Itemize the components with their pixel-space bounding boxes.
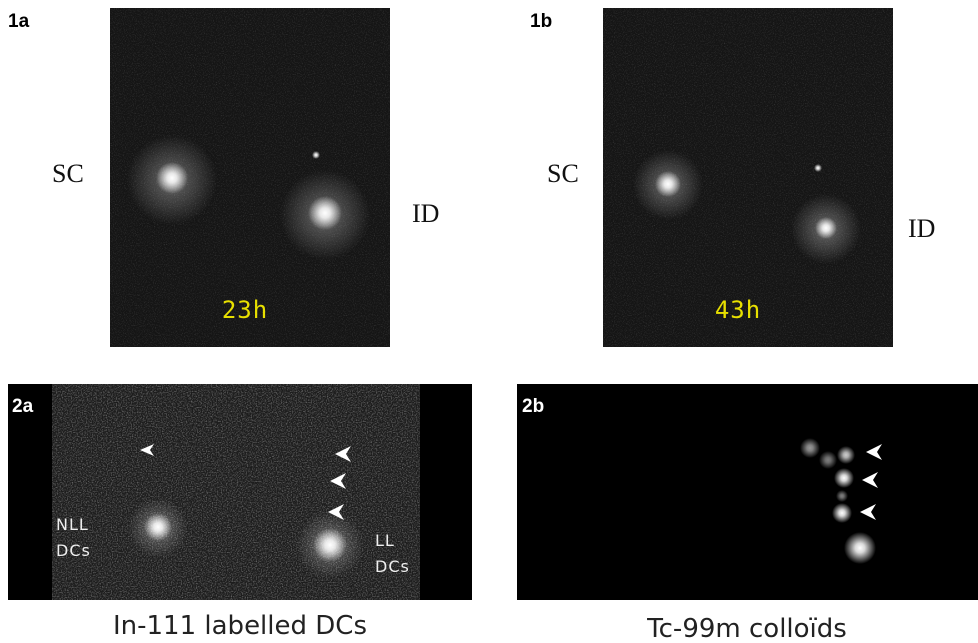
hotspot [312, 151, 320, 159]
site-label: NLL [56, 515, 89, 534]
hotspot [144, 513, 172, 541]
hotspot [815, 217, 837, 239]
site-label: DCs [56, 541, 91, 560]
hotspot [832, 503, 852, 523]
site-label: LL [375, 531, 395, 550]
hotspot [313, 528, 347, 562]
hotspot [837, 446, 855, 464]
time-label: 23h [222, 296, 268, 324]
hotspot [655, 171, 681, 197]
site-label: ID [412, 199, 439, 228]
panel-label: 2b [522, 396, 544, 417]
panel-2a: 2a NLL DCs LL DCs [8, 384, 472, 600]
hotspot [836, 490, 848, 502]
site-label: SC [547, 159, 579, 188]
site-label: SC [52, 159, 84, 188]
panel-1a: 1a 23h SC ID [8, 8, 439, 347]
panel-label: 1a [8, 11, 30, 32]
hotspot [834, 468, 854, 488]
image [517, 384, 978, 600]
hotspot [814, 164, 822, 172]
hotspot [308, 196, 342, 230]
hotspot [844, 532, 876, 564]
caption: Tc-99m colloïds [646, 614, 847, 643]
panel-2b: 2b [517, 384, 978, 600]
time-label: 43h [715, 296, 761, 324]
figure: 1a 23h SC ID 1b 43h SC ID 2a NLL DCs LL … [0, 0, 978, 643]
site-label: DCs [375, 557, 410, 576]
panel-1b: 1b 43h SC ID [530, 8, 935, 347]
hotspot [156, 162, 188, 194]
noise [52, 384, 420, 600]
site-label: ID [908, 214, 935, 243]
hotspot [800, 438, 820, 458]
caption: In-111 labelled DCs [113, 611, 367, 641]
hotspot [819, 451, 837, 469]
panel-label: 2a [12, 396, 34, 417]
panel-label: 1b [530, 11, 552, 32]
